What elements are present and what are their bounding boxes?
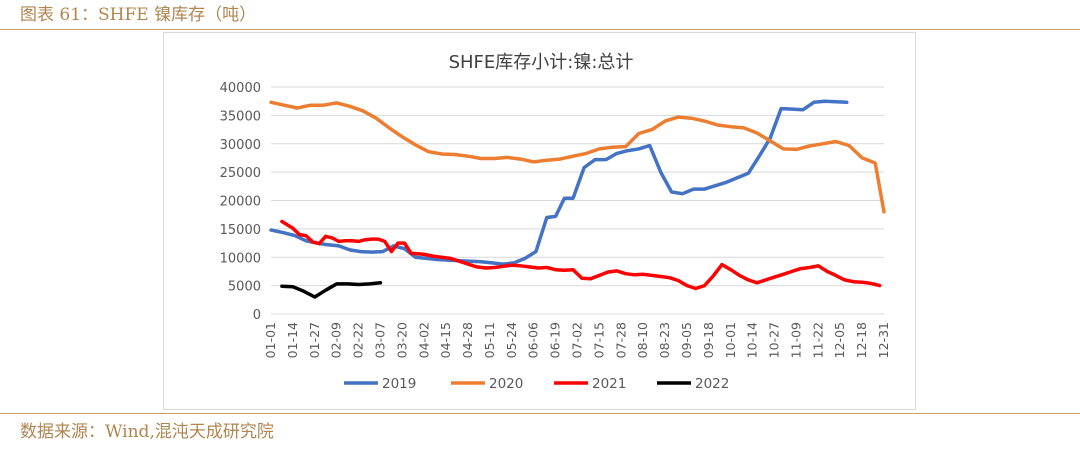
y-tick-label: 15000 bbox=[220, 223, 261, 238]
figure-header: 图表 61：SHFE 镍库存（吨） bbox=[0, 0, 1080, 30]
x-tick-label: 06-06 bbox=[526, 322, 541, 358]
x-tick-label: 02-22 bbox=[351, 322, 366, 358]
x-tick-label: 12-05 bbox=[832, 322, 847, 358]
figure-title: 图表 61：SHFE 镍库存（吨） bbox=[20, 5, 257, 25]
legend-label-2019: 2019 bbox=[382, 376, 416, 392]
x-tick-label: 09-18 bbox=[701, 322, 716, 358]
x-tick-label: 07-15 bbox=[591, 322, 606, 358]
x-tick-label: 12-31 bbox=[876, 322, 891, 358]
y-tick-label: 10000 bbox=[220, 251, 261, 266]
x-tick-label: 09-05 bbox=[679, 322, 694, 358]
x-tick-label: 08-10 bbox=[635, 322, 650, 358]
y-tick-label: 40000 bbox=[220, 81, 261, 96]
legend: 2019 2020 2021 2022 bbox=[344, 376, 729, 392]
y-tick-label: 30000 bbox=[220, 138, 261, 153]
x-tick-label: 04-28 bbox=[460, 322, 475, 358]
line-chart: SHFE库存小计:镍:总计 0 5000 10000 15000 20000 25000 3… bbox=[220, 52, 891, 392]
x-axis-ticks: 01-01 01-14 01-27 02-09 02-22 03-07 03-20 04-02… bbox=[263, 322, 891, 358]
x-tick-label: 12-18 bbox=[854, 322, 869, 358]
x-tick-label: 10-14 bbox=[745, 322, 760, 358]
x-tick-label: 04-15 bbox=[438, 322, 453, 358]
chart-title: SHFE库存小计:镍:总计 bbox=[449, 52, 634, 73]
x-tick-label: 06-19 bbox=[548, 322, 563, 358]
x-tick-label: 05-24 bbox=[504, 322, 519, 358]
figure-footer: 数据来源：Wind,混沌天成研究院 bbox=[0, 413, 1080, 450]
grid-lines bbox=[271, 86, 884, 315]
y-tick-label: 20000 bbox=[220, 195, 261, 210]
y-tick-label: 5000 bbox=[228, 280, 261, 295]
y-tick-label: 25000 bbox=[220, 166, 261, 181]
x-tick-label: 11-22 bbox=[810, 322, 825, 358]
x-tick-label: 01-27 bbox=[307, 322, 322, 358]
x-tick-label: 03-20 bbox=[394, 322, 409, 358]
x-tick-label: 05-11 bbox=[482, 322, 497, 358]
x-tick-label: 01-14 bbox=[285, 322, 300, 358]
x-tick-label: 07-28 bbox=[613, 322, 628, 358]
legend-label-2020: 2020 bbox=[489, 376, 523, 392]
series-line-2020 bbox=[269, 100, 886, 214]
chart-frame: SHFE库存小计:镍:总计 0 5000 10000 15000 20000 25000 3… bbox=[163, 32, 916, 410]
y-tick-label: 0 bbox=[253, 308, 261, 323]
x-tick-label: 07-02 bbox=[570, 322, 585, 358]
series-lines bbox=[269, 99, 886, 299]
y-tick-label: 35000 bbox=[220, 109, 261, 124]
x-tick-label: 03-07 bbox=[372, 322, 387, 358]
series-line-2019 bbox=[269, 99, 849, 266]
x-tick-label: 02-09 bbox=[329, 322, 344, 358]
legend-label-2022: 2022 bbox=[695, 376, 729, 392]
x-tick-label: 10-01 bbox=[723, 322, 738, 358]
source-note: 数据来源：Wind,混沌天成研究院 bbox=[20, 422, 274, 442]
x-tick-label: 04-02 bbox=[416, 322, 431, 358]
x-tick-label: 01-01 bbox=[263, 322, 278, 358]
series-line-2021 bbox=[280, 219, 882, 291]
legend-label-2021: 2021 bbox=[592, 376, 626, 392]
x-tick-label: 08-23 bbox=[657, 322, 672, 358]
series-line-2022 bbox=[280, 281, 383, 299]
x-tick-label: 10-27 bbox=[767, 322, 782, 358]
x-tick-label: 11-09 bbox=[788, 322, 803, 358]
y-axis-ticks: 0 5000 10000 15000 20000 25000 30000 35000 40000 bbox=[220, 81, 261, 323]
